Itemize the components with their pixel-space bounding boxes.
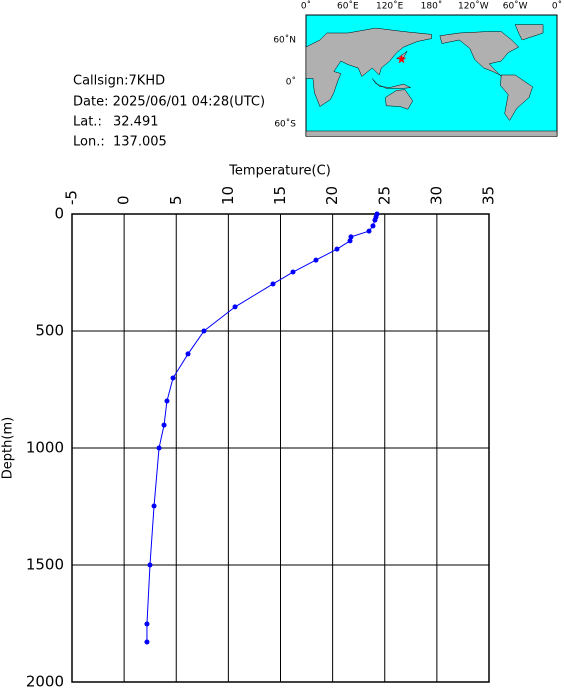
- y-axis-label: Depth(m): [1, 417, 16, 479]
- x-tick-label: 10: [219, 186, 237, 205]
- data-point: [366, 228, 372, 234]
- x-tick-label: -5: [63, 190, 81, 205]
- x-tick-label: 0: [115, 195, 133, 205]
- data-point: [334, 246, 340, 252]
- y-tick-label: 1000: [26, 439, 64, 457]
- map-land: [305, 24, 558, 137]
- map-lat-label: 0˚: [286, 77, 296, 88]
- data-point: [151, 503, 157, 509]
- data-point: [201, 328, 207, 334]
- lon-value: 137.005: [113, 135, 167, 150]
- plot-frame: [71, 213, 490, 683]
- y-tick-label: 2000: [26, 673, 64, 691]
- data-point: [270, 281, 276, 287]
- continent: [305, 130, 558, 137]
- continent: [514, 24, 544, 41]
- map-lon-label: 120˚W: [458, 1, 489, 12]
- x-tick-label: 35: [480, 186, 498, 205]
- lat-label: Lat.:: [73, 115, 102, 130]
- x-axis-label: Temperature(C): [228, 164, 331, 179]
- map-lon-label: 60˚E: [337, 1, 359, 12]
- data-point: [313, 257, 319, 263]
- map-lat-label: 60˚N: [273, 35, 296, 46]
- data-point: [156, 445, 162, 451]
- profile-line: [146, 213, 378, 642]
- map-lon-label: 60˚W: [503, 1, 528, 12]
- data-point: [232, 304, 238, 310]
- map-lon-label: 0˚: [552, 1, 562, 12]
- map-lat-label: 60˚S: [274, 119, 296, 130]
- x-tick-label: 30: [427, 186, 445, 205]
- map-lon-label: 0˚: [301, 1, 311, 12]
- data-point: [347, 238, 353, 244]
- y-tick-label: 1500: [26, 556, 64, 574]
- continent: [439, 31, 520, 77]
- data-point: [290, 269, 296, 275]
- lat-value: 32.491: [113, 115, 159, 130]
- data-point: [144, 621, 150, 627]
- x-tick-label: 5: [167, 195, 185, 205]
- x-tick-label: 25: [375, 186, 393, 205]
- x-tick-label: 15: [271, 186, 289, 205]
- date: Date: 2025/06/01 04:28(UTC): [73, 95, 265, 110]
- callsign: Callsign:7KHD: [73, 74, 165, 89]
- data-point: [370, 223, 376, 229]
- data-point: [147, 562, 153, 568]
- data-point: [170, 375, 176, 381]
- y-tick-label: 0: [54, 205, 64, 223]
- map-lon-label: 180˚: [421, 1, 443, 12]
- lon-label: Lon.:: [73, 135, 105, 150]
- x-tick-label: 20: [323, 186, 341, 205]
- continent: [385, 89, 413, 110]
- continent: [305, 27, 432, 107]
- continent: [372, 78, 412, 89]
- data-point: [348, 234, 354, 240]
- continent: [500, 74, 533, 121]
- data-point: [161, 422, 167, 428]
- data-point: [144, 639, 150, 645]
- y-tick-label: 500: [35, 322, 64, 340]
- map-lon-label: 120˚E: [376, 1, 404, 12]
- data-point: [372, 217, 378, 223]
- location-marker: [396, 54, 407, 64]
- data-point: [164, 398, 170, 404]
- data-point: [185, 351, 191, 357]
